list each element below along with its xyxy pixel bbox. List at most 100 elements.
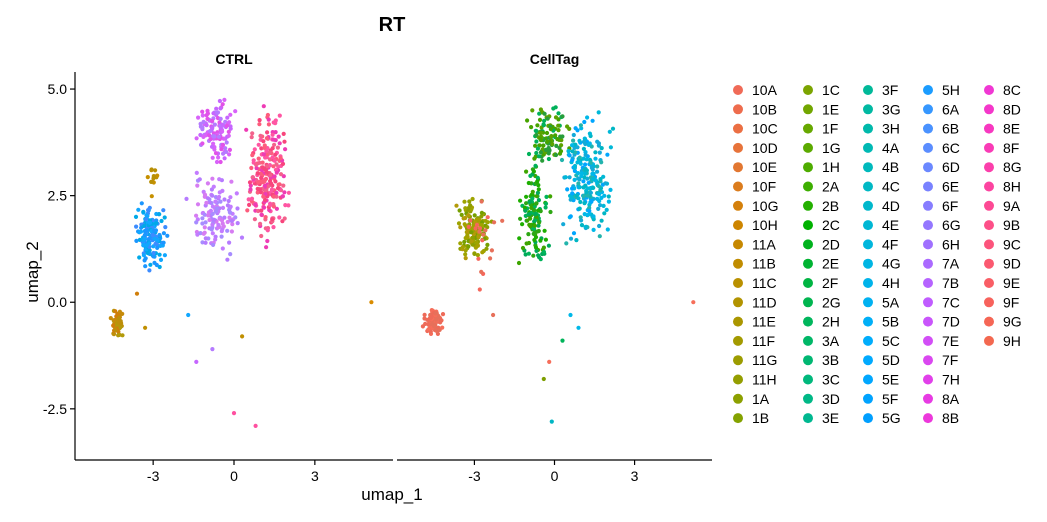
data-point bbox=[280, 194, 285, 199]
data-point bbox=[547, 147, 552, 152]
data-point bbox=[152, 236, 157, 241]
legend-swatch bbox=[923, 104, 933, 115]
data-point bbox=[213, 237, 218, 242]
data-point bbox=[578, 123, 584, 128]
data-point bbox=[537, 111, 542, 116]
data-point bbox=[583, 224, 588, 230]
legend-label: 10G bbox=[752, 198, 778, 214]
data-point bbox=[226, 129, 231, 134]
data-point bbox=[573, 126, 578, 131]
data-point bbox=[548, 209, 553, 215]
legend-item: 4C bbox=[863, 179, 900, 195]
data-point bbox=[278, 172, 284, 177]
data-point bbox=[561, 222, 566, 227]
data-point bbox=[520, 222, 525, 227]
data-point bbox=[599, 160, 604, 165]
data-point bbox=[210, 222, 215, 227]
data-point bbox=[591, 177, 596, 182]
legend-swatch bbox=[863, 258, 873, 269]
data-point bbox=[227, 240, 232, 245]
legend-swatch bbox=[733, 200, 743, 211]
legend-label: 5F bbox=[882, 391, 898, 407]
legend-swatch bbox=[984, 200, 994, 211]
data-point bbox=[252, 147, 257, 152]
legend-label: 9A bbox=[1003, 198, 1021, 214]
data-point bbox=[523, 208, 528, 213]
legend-swatch bbox=[863, 278, 873, 288]
data-point bbox=[457, 208, 462, 213]
legend-item: 11G bbox=[733, 352, 777, 368]
data-point bbox=[485, 225, 490, 230]
data-point bbox=[208, 137, 213, 142]
data-point bbox=[286, 203, 291, 208]
data-point bbox=[476, 217, 481, 222]
data-point bbox=[150, 233, 155, 238]
data-point bbox=[474, 240, 479, 245]
data-point bbox=[218, 159, 223, 165]
data-point bbox=[524, 194, 529, 199]
legend-item: 9C bbox=[984, 236, 1021, 252]
data-point bbox=[575, 160, 580, 165]
data-point bbox=[465, 235, 470, 240]
legend-label: 3D bbox=[822, 391, 840, 407]
legend-swatch bbox=[863, 297, 873, 308]
data-point bbox=[220, 142, 226, 147]
data-point bbox=[463, 252, 468, 257]
legend-swatch bbox=[803, 278, 813, 288]
legend-label: 8F bbox=[1003, 140, 1019, 156]
legend-swatch bbox=[803, 123, 813, 134]
data-point bbox=[278, 156, 283, 161]
data-point bbox=[224, 140, 229, 145]
data-point bbox=[533, 143, 538, 148]
data-point bbox=[228, 210, 233, 215]
data-point bbox=[139, 201, 144, 206]
legend-item: 1C bbox=[803, 82, 840, 98]
data-point bbox=[256, 208, 261, 214]
data-point bbox=[203, 240, 208, 245]
legend-item: 6A bbox=[923, 101, 960, 117]
data-point bbox=[155, 238, 160, 243]
legend-swatch bbox=[733, 278, 743, 288]
data-point bbox=[229, 179, 234, 184]
data-point bbox=[198, 132, 203, 138]
legend-label: 10F bbox=[752, 179, 776, 195]
data-point bbox=[597, 198, 602, 204]
legend-item: 1F bbox=[803, 121, 838, 137]
data-point bbox=[467, 199, 472, 204]
data-point bbox=[118, 319, 123, 324]
data-point bbox=[597, 234, 602, 239]
legend-label: 10E bbox=[752, 159, 777, 175]
data-point bbox=[572, 177, 577, 182]
legend-item: 2B bbox=[803, 198, 839, 214]
legend-swatch bbox=[923, 220, 933, 231]
legend-label: 8H bbox=[1003, 179, 1021, 195]
data-point bbox=[534, 139, 539, 144]
legend-swatch bbox=[733, 162, 743, 173]
data-point bbox=[214, 106, 219, 111]
data-point bbox=[463, 248, 468, 253]
legend-label: 9E bbox=[1003, 275, 1020, 291]
data-point bbox=[271, 137, 276, 142]
data-point bbox=[480, 250, 485, 255]
data-point bbox=[149, 179, 154, 184]
data-point bbox=[606, 199, 612, 204]
legend-swatch bbox=[923, 123, 933, 134]
legend-swatch bbox=[733, 297, 743, 308]
data-point bbox=[541, 376, 546, 382]
legend-label: 9F bbox=[1003, 294, 1019, 310]
data-point bbox=[529, 125, 534, 130]
data-point bbox=[210, 347, 215, 352]
data-point bbox=[228, 112, 233, 117]
data-point bbox=[227, 147, 232, 152]
data-point bbox=[217, 98, 222, 104]
data-point bbox=[117, 332, 122, 337]
data-point bbox=[201, 134, 206, 139]
data-point bbox=[606, 194, 611, 199]
data-point bbox=[221, 151, 226, 156]
legend-swatch bbox=[733, 355, 743, 366]
legend-swatch bbox=[984, 278, 994, 288]
data-point bbox=[268, 203, 273, 208]
data-point bbox=[479, 199, 484, 204]
data-point bbox=[460, 244, 465, 250]
data-point bbox=[151, 174, 156, 179]
